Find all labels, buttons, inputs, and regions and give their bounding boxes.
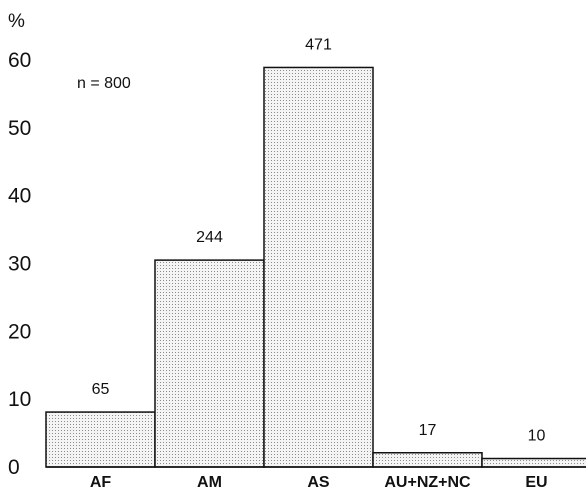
y-tick-label: 40 bbox=[8, 185, 31, 208]
sample-size-annotation: n = 800 bbox=[77, 75, 131, 92]
y-axis-ticks: 0 10 20 30 40 50 60 bbox=[8, 49, 31, 479]
x-tick-label: AF bbox=[90, 474, 112, 491]
x-tick-label: AU+NZ+NC bbox=[384, 474, 471, 491]
x-tick-label: AM bbox=[197, 474, 222, 491]
data-label: 471 bbox=[305, 36, 332, 53]
y-tick-label: 0 bbox=[8, 456, 20, 479]
y-tick-label: 30 bbox=[8, 253, 31, 276]
bar-eu bbox=[481, 457, 586, 468]
x-tick-label: EU bbox=[525, 474, 547, 491]
y-tick-label: 50 bbox=[8, 117, 31, 140]
y-tick-label: 60 bbox=[8, 49, 31, 72]
bar-as bbox=[263, 66, 374, 468]
y-tick-label: 10 bbox=[8, 388, 31, 411]
data-label: 17 bbox=[419, 422, 437, 439]
data-label: 10 bbox=[528, 428, 546, 445]
data-labels: 65 244 471 17 10 bbox=[92, 36, 546, 444]
data-label: 244 bbox=[196, 229, 223, 246]
y-tick-label: 20 bbox=[8, 320, 31, 343]
bars bbox=[45, 66, 586, 468]
y-unit-label: % bbox=[8, 11, 25, 32]
bar-au-nz-nc bbox=[372, 452, 483, 468]
x-tick-label: AS bbox=[307, 474, 330, 491]
bar-am bbox=[154, 259, 265, 468]
x-axis-labels: AF AM AS AU+NZ+NC EU bbox=[90, 474, 548, 491]
bar-af bbox=[45, 411, 156, 468]
data-label: 65 bbox=[92, 381, 110, 398]
